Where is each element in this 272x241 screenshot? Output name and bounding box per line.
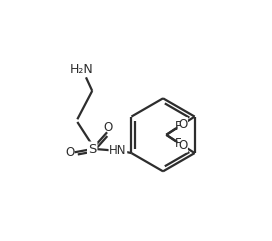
Text: F: F: [175, 120, 181, 133]
Text: HN: HN: [109, 144, 127, 157]
Text: O: O: [178, 118, 187, 131]
Text: H₂N: H₂N: [70, 63, 93, 76]
Text: F: F: [175, 136, 181, 149]
Text: O: O: [65, 146, 74, 159]
Text: O: O: [103, 121, 112, 134]
Text: S: S: [88, 142, 96, 155]
Text: O: O: [178, 139, 187, 152]
